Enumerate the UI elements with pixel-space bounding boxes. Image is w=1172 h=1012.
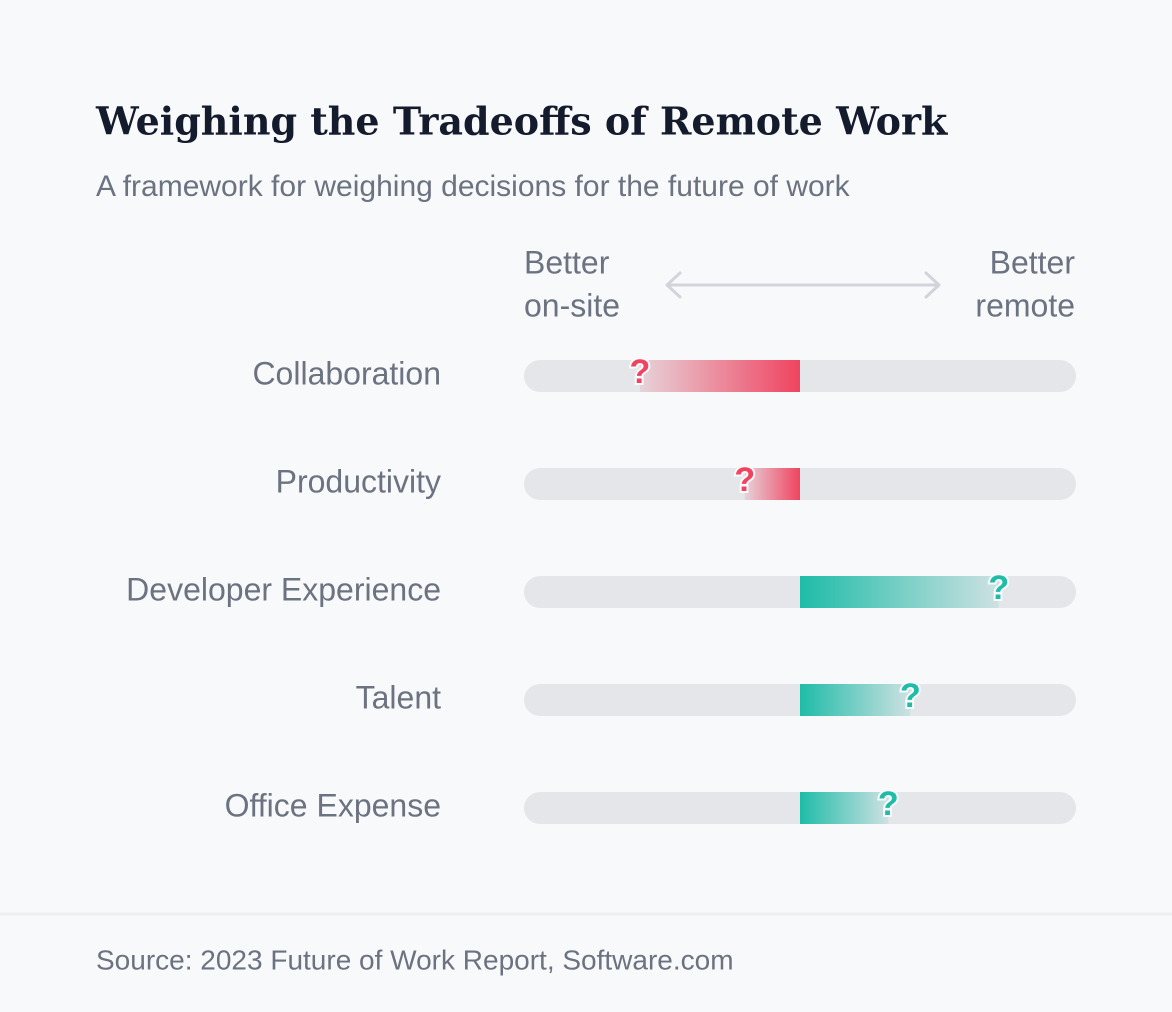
chart-subtitle: A framework for weighing decisions for t…	[96, 170, 851, 203]
marker: ?	[878, 785, 899, 823]
category-label: Talent	[356, 679, 442, 715]
category-label: Collaboration	[252, 355, 441, 391]
marker: ?	[988, 569, 1009, 607]
category-label: Developer Experience	[126, 571, 441, 607]
category-label: Office Expense	[225, 787, 441, 823]
direction-arrow	[665, 271, 941, 299]
bar	[800, 792, 889, 824]
bar	[744, 468, 800, 500]
marker: ?	[900, 677, 921, 715]
bar	[639, 360, 800, 392]
marker: ?	[630, 353, 651, 391]
left-label: Better	[524, 244, 610, 280]
bar	[800, 684, 911, 716]
right-label: Better	[990, 244, 1076, 280]
left-label: on-site	[524, 287, 620, 323]
source: Source: 2023 Future of Work Report, Soft…	[96, 944, 734, 975]
right-label: remote	[975, 287, 1075, 323]
chart-title: Weighing the Tradeoffs of Remote Work	[95, 99, 948, 144]
bar	[800, 576, 999, 608]
category-label: Productivity	[276, 463, 441, 499]
marker: ?	[734, 461, 755, 499]
